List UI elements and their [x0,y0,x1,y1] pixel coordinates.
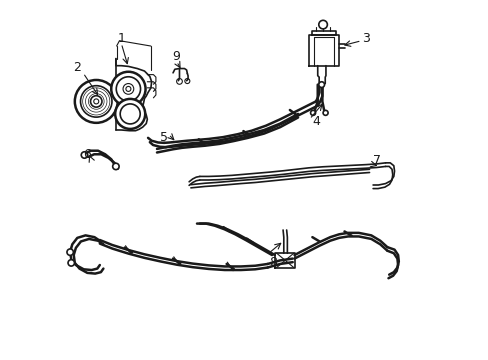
Circle shape [81,152,87,158]
Circle shape [68,260,74,266]
Circle shape [90,96,102,107]
Text: 6: 6 [83,148,91,162]
Circle shape [323,111,327,115]
Text: 4: 4 [311,114,319,127]
Circle shape [115,99,145,129]
Text: 1: 1 [117,32,125,45]
Circle shape [310,111,315,115]
Text: 7: 7 [372,154,380,167]
Text: 2: 2 [73,61,81,74]
Text: 5: 5 [160,131,168,144]
Circle shape [318,20,326,29]
Text: 3: 3 [361,32,369,45]
Text: 8: 8 [268,256,277,269]
Text: 9: 9 [172,50,180,63]
Circle shape [67,249,73,255]
Circle shape [111,72,145,106]
Circle shape [318,82,324,87]
Circle shape [112,163,119,170]
Circle shape [75,80,118,123]
Circle shape [123,84,134,94]
